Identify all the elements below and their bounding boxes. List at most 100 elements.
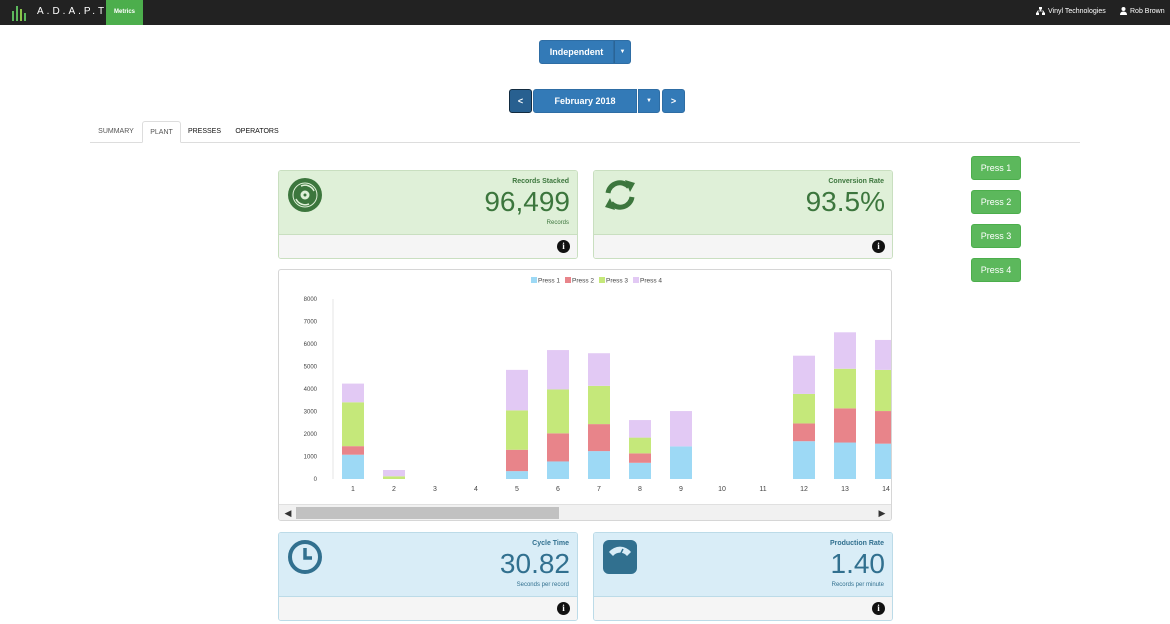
legend-label-press-4: Press 4	[640, 278, 662, 285]
tab-bar: SUMMARY PLANT PRESSES OPERATORS	[90, 121, 1080, 143]
bar-segment-press-2	[875, 411, 891, 444]
bar-segment-press-1	[670, 446, 692, 479]
legend-label-press-1: Press 1	[538, 278, 560, 285]
tab-plant[interactable]: PLANT	[142, 121, 181, 143]
press-1-button[interactable]: Press 1	[971, 156, 1021, 180]
info-icon[interactable]: i	[872, 240, 885, 253]
legend-swatch-press-3	[599, 277, 605, 283]
bar-segment-press-1	[342, 454, 364, 479]
month-select-button[interactable]: February 2018	[533, 89, 637, 113]
y-tick-label: 8000	[304, 297, 318, 303]
x-tick-label: 10	[718, 486, 726, 493]
bar-segment-press-2	[342, 446, 364, 455]
bar-segment-press-2	[834, 408, 856, 443]
info-icon[interactable]: i	[872, 602, 885, 615]
cycle-time-value: 30.82	[499, 548, 570, 579]
bar-segment-press-3	[342, 402, 364, 447]
user-icon	[1120, 7, 1127, 15]
scale-icon	[603, 540, 637, 574]
y-tick-label: 7000	[304, 320, 318, 326]
refresh-icon	[605, 180, 635, 210]
group-select[interactable]: Independent ▼	[539, 40, 631, 64]
x-tick-label: 6	[556, 486, 560, 493]
conversion-rate-value: 93.5%	[805, 186, 885, 217]
records-stacked-panel: Records Stacked 96,499 Records i	[278, 170, 578, 259]
x-tick-label: 5	[515, 486, 519, 493]
chevron-down-icon[interactable]: ▼	[638, 89, 660, 113]
press-3-button[interactable]: Press 3	[971, 224, 1021, 248]
production-rate-unit: Records per minute	[831, 582, 884, 588]
bar-segment-press-1	[793, 441, 815, 479]
org-name: Vinyl Technologies	[1048, 7, 1106, 15]
tab-summary[interactable]: SUMMARY	[98, 128, 134, 135]
org-menu[interactable]: Vinyl Technologies	[1036, 7, 1106, 15]
record-icon	[288, 178, 322, 212]
conversion-rate-panel: Conversion Rate 93.5% i	[593, 170, 893, 259]
production-rate-panel: Production Rate 1.40 Records per minute …	[593, 532, 893, 621]
chevron-down-icon[interactable]: ▼	[614, 40, 631, 64]
scroll-right-icon[interactable]: ▶	[878, 508, 886, 518]
bar-segment-press-2	[588, 424, 610, 452]
info-icon[interactable]: i	[557, 240, 570, 253]
bar-segment-press-4	[670, 411, 692, 447]
user-name: Rob Brown	[1130, 7, 1165, 15]
user-menu[interactable]: Rob Brown	[1120, 7, 1165, 15]
bar-segment-press-3	[875, 369, 891, 412]
next-month-button[interactable]: >	[662, 89, 685, 113]
group-select-button[interactable]: Independent	[539, 40, 614, 64]
bar-segment-press-4	[588, 353, 610, 386]
records-stacked-value: 96,499	[484, 186, 570, 217]
bar-segment-press-4	[547, 350, 569, 390]
x-tick-label: 3	[433, 486, 437, 493]
press-4-button[interactable]: Press 4	[971, 258, 1021, 282]
x-tick-label: 1	[351, 486, 355, 493]
chart-scrollbar[interactable]: ◀ ▶	[279, 504, 891, 520]
brand-name[interactable]: A.D.A.P.T.	[37, 6, 112, 17]
cycle-time-unit: Seconds per record	[516, 582, 569, 588]
scrollbar-thumb[interactable]	[296, 507, 559, 519]
bar-segment-press-3	[506, 410, 528, 450]
bar-segment-press-2	[793, 423, 815, 442]
clock-icon	[288, 540, 322, 574]
nav-metrics[interactable]: Metrics	[106, 0, 143, 25]
sitemap-icon	[1036, 7, 1045, 15]
records-stacked-title: Records Stacked	[512, 178, 569, 185]
y-tick-label: 3000	[304, 410, 318, 416]
legend-swatch-press-1	[531, 277, 537, 283]
legend-swatch-press-2	[565, 277, 571, 283]
tab-presses[interactable]: PRESSES	[187, 128, 222, 135]
month-navigation: < February 2018 ▼ >	[509, 89, 685, 113]
y-tick-label: 6000	[304, 342, 318, 348]
daily-production-chart: 0 1000 2000 3000 4000 5000 6000 7000 8000 1 2 3 4 5 6 7…	[278, 269, 892, 521]
bar-segment-press-4	[834, 332, 856, 369]
bar-segment-press-1	[834, 442, 856, 479]
bar-segment-press-4	[875, 339, 891, 370]
bar-segment-press-2	[506, 449, 528, 472]
x-tick-label: 12	[800, 486, 808, 493]
bar-segment-press-3	[588, 385, 610, 425]
bar-segment-press-1	[506, 471, 528, 479]
cycle-time-panel: Cycle Time 30.82 Seconds per record i	[278, 532, 578, 621]
bar-segment-press-3	[834, 368, 856, 409]
bar-segment-press-3	[793, 393, 815, 424]
info-icon[interactable]: i	[557, 602, 570, 615]
bar-segment-press-2	[547, 433, 569, 462]
bar-segment-press-4	[342, 383, 364, 403]
x-tick-label: 4	[474, 486, 478, 493]
bar-segment-press-4	[793, 355, 815, 394]
bar-segment-press-4	[629, 420, 651, 438]
cycle-time-title: Cycle Time	[532, 540, 569, 547]
y-tick-label: 4000	[304, 387, 318, 393]
x-tick-label: 11	[759, 486, 766, 493]
legend-swatch-press-4	[633, 277, 639, 283]
scroll-left-icon[interactable]: ◀	[284, 508, 292, 518]
adapt-logo-icon[interactable]	[11, 4, 29, 22]
production-rate-title: Production Rate	[829, 540, 884, 547]
conversion-rate-title: Conversion Rate	[828, 178, 884, 185]
prev-month-button[interactable]: <	[509, 89, 532, 113]
press-2-button[interactable]: Press 2	[971, 190, 1021, 214]
tab-operators[interactable]: OPERATORS	[235, 128, 279, 135]
y-tick-label: 0	[314, 477, 318, 483]
bar-segment-press-1	[875, 443, 891, 479]
